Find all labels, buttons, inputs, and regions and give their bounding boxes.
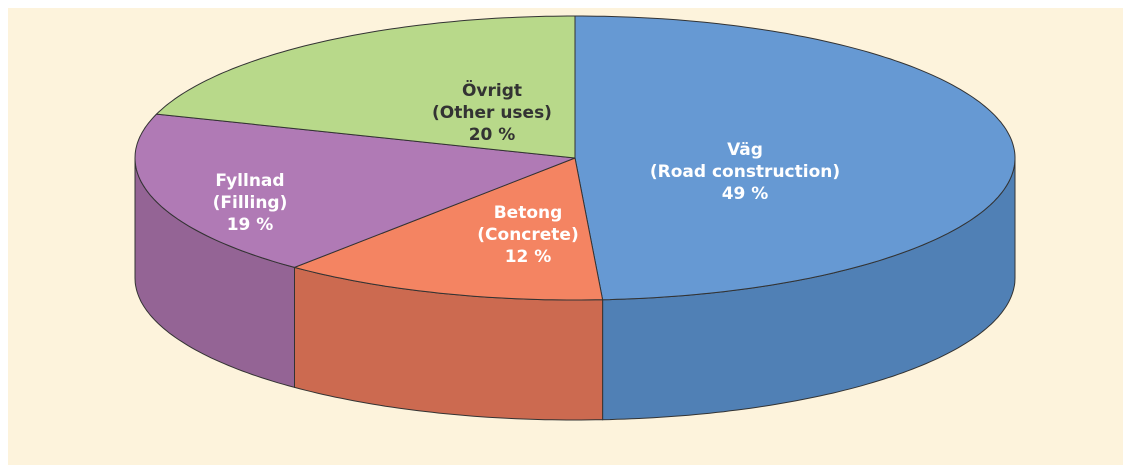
slice-label: Betong [494, 203, 563, 223]
slice [292, 157, 604, 301]
slice-label-translation: (Road construction) [650, 162, 840, 182]
slice-label: Övrigt [462, 79, 522, 101]
slice-label-translation: (Other uses) [432, 103, 552, 123]
slice-label-translation: (Filling) [213, 193, 288, 213]
slice-label: Fyllnad [215, 171, 284, 191]
value-label: 20 % [469, 125, 516, 145]
slice [155, 15, 576, 159]
value-label: 49 % [722, 184, 769, 204]
slice-label-translation: (Concrete) [477, 225, 578, 245]
value-label: 12 % [505, 247, 552, 267]
slice [134, 113, 576, 268]
slice [574, 15, 1016, 301]
value-label: 19 % [227, 215, 274, 235]
slice-label: Väg [727, 140, 763, 160]
